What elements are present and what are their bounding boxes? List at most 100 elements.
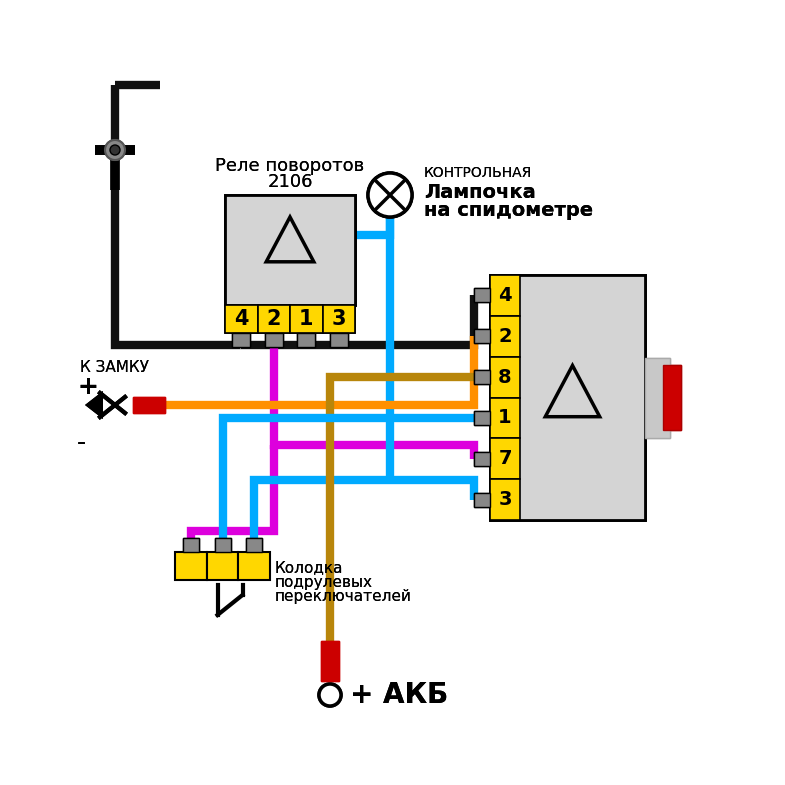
Bar: [298, 333, 316, 347]
Text: К ЗАМКУ: К ЗАМКУ: [80, 360, 149, 374]
Bar: [232, 333, 250, 347]
Circle shape: [319, 684, 341, 706]
Bar: [490, 275, 645, 520]
Text: КОНТРОЛЬНАЯ: КОНТРОЛЬНАЯ: [424, 166, 532, 180]
Text: +: +: [77, 375, 98, 399]
Circle shape: [110, 145, 120, 155]
Bar: [490, 479, 520, 520]
Bar: [490, 275, 520, 316]
Bar: [214, 538, 231, 552]
Text: 3: 3: [331, 309, 346, 329]
Bar: [474, 288, 490, 302]
Text: -: -: [77, 431, 86, 455]
Text: на спидометре: на спидометре: [424, 202, 593, 221]
Bar: [474, 492, 490, 506]
Text: Лампочка: Лампочка: [424, 184, 535, 203]
Text: 2: 2: [498, 327, 512, 345]
Text: К ЗАМКУ: К ЗАМКУ: [80, 360, 149, 374]
Text: 2: 2: [498, 327, 512, 345]
Bar: [298, 333, 316, 347]
Text: 8: 8: [498, 367, 512, 386]
Text: переключателей: переключателей: [275, 589, 412, 604]
Bar: [246, 538, 262, 552]
Text: 1: 1: [498, 408, 512, 427]
Polygon shape: [85, 391, 103, 419]
Polygon shape: [85, 391, 103, 419]
Bar: [663, 364, 681, 429]
Text: 1: 1: [299, 309, 313, 329]
Bar: [490, 316, 520, 356]
Bar: [474, 329, 490, 343]
Text: 3: 3: [498, 490, 512, 509]
Bar: [474, 370, 490, 384]
Text: 3: 3: [498, 490, 512, 509]
Bar: [474, 451, 490, 466]
Bar: [175, 552, 206, 580]
Bar: [474, 288, 490, 302]
Bar: [206, 552, 239, 580]
Text: 2106: 2106: [267, 173, 312, 191]
Text: 8: 8: [498, 367, 512, 386]
Bar: [265, 333, 283, 347]
Bar: [330, 333, 348, 347]
Bar: [474, 451, 490, 466]
Bar: [490, 275, 645, 520]
Bar: [133, 397, 165, 413]
Bar: [321, 641, 339, 681]
Bar: [490, 356, 520, 397]
Text: + АКБ: + АКБ: [350, 681, 448, 709]
Circle shape: [105, 140, 125, 160]
Bar: [239, 552, 269, 580]
Bar: [474, 411, 490, 425]
Text: подрулевых: подрулевых: [275, 575, 373, 590]
Text: 4: 4: [498, 286, 512, 305]
Text: 7: 7: [498, 449, 512, 468]
Text: переключателей: переключателей: [275, 589, 412, 604]
Circle shape: [319, 684, 341, 706]
Text: 2: 2: [266, 309, 281, 329]
Bar: [225, 305, 257, 333]
Circle shape: [368, 173, 412, 217]
Text: 4: 4: [498, 286, 512, 305]
Bar: [323, 305, 355, 333]
Text: 2106: 2106: [267, 173, 312, 191]
Bar: [225, 195, 355, 305]
Text: 7: 7: [498, 449, 512, 468]
Bar: [490, 438, 520, 479]
Text: -: -: [77, 431, 86, 455]
Bar: [176, 552, 206, 580]
Bar: [239, 552, 270, 580]
Text: Колодка: Колодка: [275, 560, 344, 575]
Text: Реле поворотов: Реле поворотов: [215, 157, 364, 175]
Bar: [232, 333, 250, 347]
Text: подрулевых: подрулевых: [275, 575, 373, 590]
Bar: [474, 411, 490, 425]
Text: Колодка: Колодка: [275, 560, 344, 575]
Bar: [290, 305, 323, 333]
Bar: [490, 356, 520, 397]
Bar: [183, 538, 199, 552]
Bar: [323, 305, 355, 333]
Text: Лампочка: Лампочка: [424, 184, 535, 203]
Bar: [239, 552, 270, 580]
Text: +: +: [77, 375, 98, 399]
Bar: [183, 538, 199, 552]
Bar: [663, 364, 681, 429]
Bar: [214, 538, 231, 552]
Bar: [206, 552, 239, 580]
Text: + АКБ: + АКБ: [350, 681, 448, 709]
Bar: [225, 305, 257, 333]
Bar: [246, 538, 262, 552]
Bar: [133, 397, 165, 413]
Bar: [265, 333, 283, 347]
Text: 1: 1: [299, 309, 313, 329]
Text: 4: 4: [234, 309, 249, 329]
Bar: [225, 195, 355, 305]
Text: на спидометре: на спидометре: [424, 202, 593, 221]
Bar: [257, 305, 290, 333]
Bar: [474, 492, 490, 506]
Circle shape: [110, 145, 120, 155]
Bar: [490, 438, 520, 479]
Bar: [257, 305, 290, 333]
Bar: [490, 397, 520, 438]
